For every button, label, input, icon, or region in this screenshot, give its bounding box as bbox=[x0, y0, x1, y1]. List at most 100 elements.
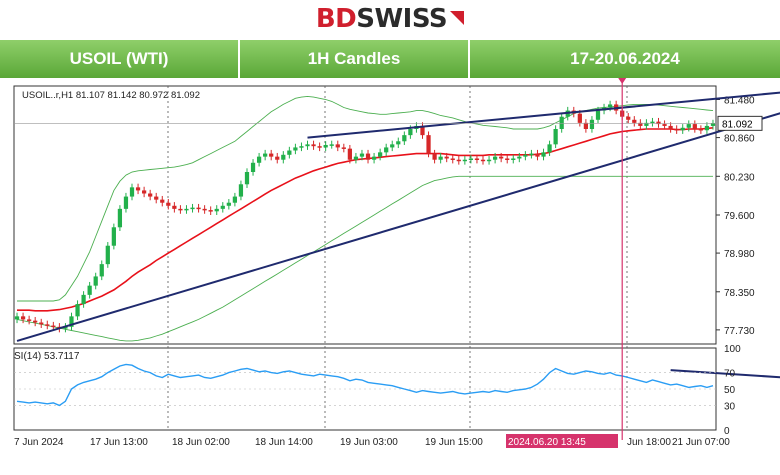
price-panel-frame bbox=[13, 85, 717, 345]
price-tick-label: 78.350 bbox=[724, 288, 755, 299]
candle-body bbox=[51, 325, 56, 328]
bollinger-upper-line bbox=[17, 95, 714, 302]
candle-body bbox=[444, 156, 449, 159]
price-tick-label: 77.730 bbox=[724, 326, 755, 337]
logo-bd: BD bbox=[315, 4, 357, 34]
x-tick-label: 21 Jun 07:00 bbox=[672, 437, 730, 448]
x-tick-label: 19 Jun 03:00 bbox=[340, 437, 398, 448]
price-tick-label: 80.230 bbox=[724, 172, 755, 183]
candle-body bbox=[638, 122, 643, 126]
timeframe-label: 1H Candles bbox=[240, 40, 470, 78]
candle-body bbox=[232, 196, 238, 203]
candle-body bbox=[190, 207, 195, 210]
candle-body bbox=[269, 153, 274, 157]
candle-body bbox=[438, 156, 443, 160]
logo-mark-icon bbox=[450, 11, 465, 25]
candle-body bbox=[353, 156, 359, 160]
rsi-tick-label: 50 bbox=[724, 385, 736, 396]
candle-body bbox=[45, 324, 50, 326]
price-chart[interactable]: 81.480 80.860 80.230 79.600 78.980 78.350 77.7… bbox=[0, 78, 780, 475]
candle-body bbox=[547, 144, 552, 153]
x-tick-label: 2024.06.20 13:45 bbox=[508, 437, 586, 448]
candle-body bbox=[710, 123, 716, 126]
candle-body bbox=[650, 121, 655, 124]
candle-body bbox=[111, 227, 116, 246]
candle-body bbox=[323, 144, 328, 148]
trendline bbox=[16, 112, 780, 342]
candle-body bbox=[20, 316, 26, 320]
candle-body bbox=[238, 184, 244, 197]
candle-body bbox=[468, 158, 474, 160]
current-price-label: 81.092 bbox=[722, 119, 753, 130]
candle-body bbox=[426, 135, 431, 154]
chart-legend: USOIL..r,H1 81.107 81.142 80.972 81.092 bbox=[22, 90, 200, 101]
price-tick-label: 78.980 bbox=[724, 249, 755, 260]
candle-body bbox=[644, 122, 649, 126]
candle-body bbox=[390, 144, 395, 148]
candle-body bbox=[27, 319, 32, 321]
candle-body bbox=[208, 210, 213, 212]
candle-body bbox=[632, 119, 637, 123]
candle-body bbox=[559, 116, 564, 129]
candle-body bbox=[256, 156, 262, 163]
price-tick-label: 79.600 bbox=[724, 211, 755, 222]
candle-body bbox=[626, 116, 631, 120]
candle-body bbox=[583, 122, 589, 129]
candle-body bbox=[160, 199, 165, 203]
candle-body bbox=[535, 153, 540, 157]
candle-body bbox=[335, 144, 340, 148]
candle-body bbox=[541, 152, 546, 157]
candle-body bbox=[311, 144, 316, 147]
candle-body bbox=[371, 156, 377, 160]
candle-body bbox=[135, 187, 141, 191]
candle-body bbox=[529, 153, 534, 156]
date-range-label: 17-20.06.2024 bbox=[470, 40, 780, 78]
candle-body bbox=[523, 154, 528, 157]
candle-body bbox=[293, 147, 298, 151]
x-label-highlight bbox=[506, 434, 618, 448]
candle-body bbox=[384, 147, 389, 153]
candle-body bbox=[69, 316, 74, 327]
rsi-tick-label: 0 bbox=[724, 426, 730, 437]
x-tick-label: 18 Jun 02:00 bbox=[172, 437, 230, 448]
candle-body bbox=[420, 125, 425, 136]
bollinger-lower-line bbox=[16, 175, 713, 342]
candle-body bbox=[408, 129, 413, 136]
price-tick-label: 80.860 bbox=[724, 134, 755, 145]
candle-body bbox=[462, 159, 467, 162]
candle-body bbox=[178, 208, 183, 211]
candle-body bbox=[595, 110, 601, 120]
candle-body bbox=[81, 294, 86, 305]
candle-body bbox=[14, 316, 20, 320]
candle-body bbox=[662, 124, 667, 126]
candle-body bbox=[75, 304, 80, 317]
candle-body bbox=[63, 326, 68, 329]
candle-body bbox=[154, 196, 159, 200]
rsi-tick-label: 100 bbox=[724, 344, 741, 355]
candle-body bbox=[505, 158, 510, 160]
candle-body bbox=[698, 129, 703, 131]
candle-body bbox=[499, 156, 504, 159]
price-tick-label: 81.480 bbox=[724, 96, 755, 107]
candle-body bbox=[172, 205, 177, 209]
x-tick-label: 18 Jun 14:00 bbox=[255, 437, 313, 448]
current-price-box bbox=[717, 115, 763, 131]
candle-body bbox=[299, 146, 304, 148]
candle-body bbox=[141, 190, 147, 194]
candle-body bbox=[287, 150, 292, 155]
candle-body bbox=[432, 153, 437, 160]
candle-body bbox=[220, 205, 225, 209]
moving-average-line bbox=[17, 127, 714, 312]
candle-body bbox=[305, 144, 310, 147]
candle-body bbox=[686, 124, 691, 128]
candle-body bbox=[129, 187, 135, 197]
candle-body bbox=[553, 129, 558, 145]
candle-body bbox=[244, 172, 250, 185]
candle-body bbox=[589, 119, 595, 129]
candle-body bbox=[486, 159, 492, 162]
candle-body bbox=[93, 276, 98, 286]
rsi-tick-label: 70 bbox=[724, 369, 736, 380]
trendline bbox=[670, 369, 780, 379]
candle-body bbox=[692, 124, 697, 129]
candle-body bbox=[668, 125, 673, 129]
